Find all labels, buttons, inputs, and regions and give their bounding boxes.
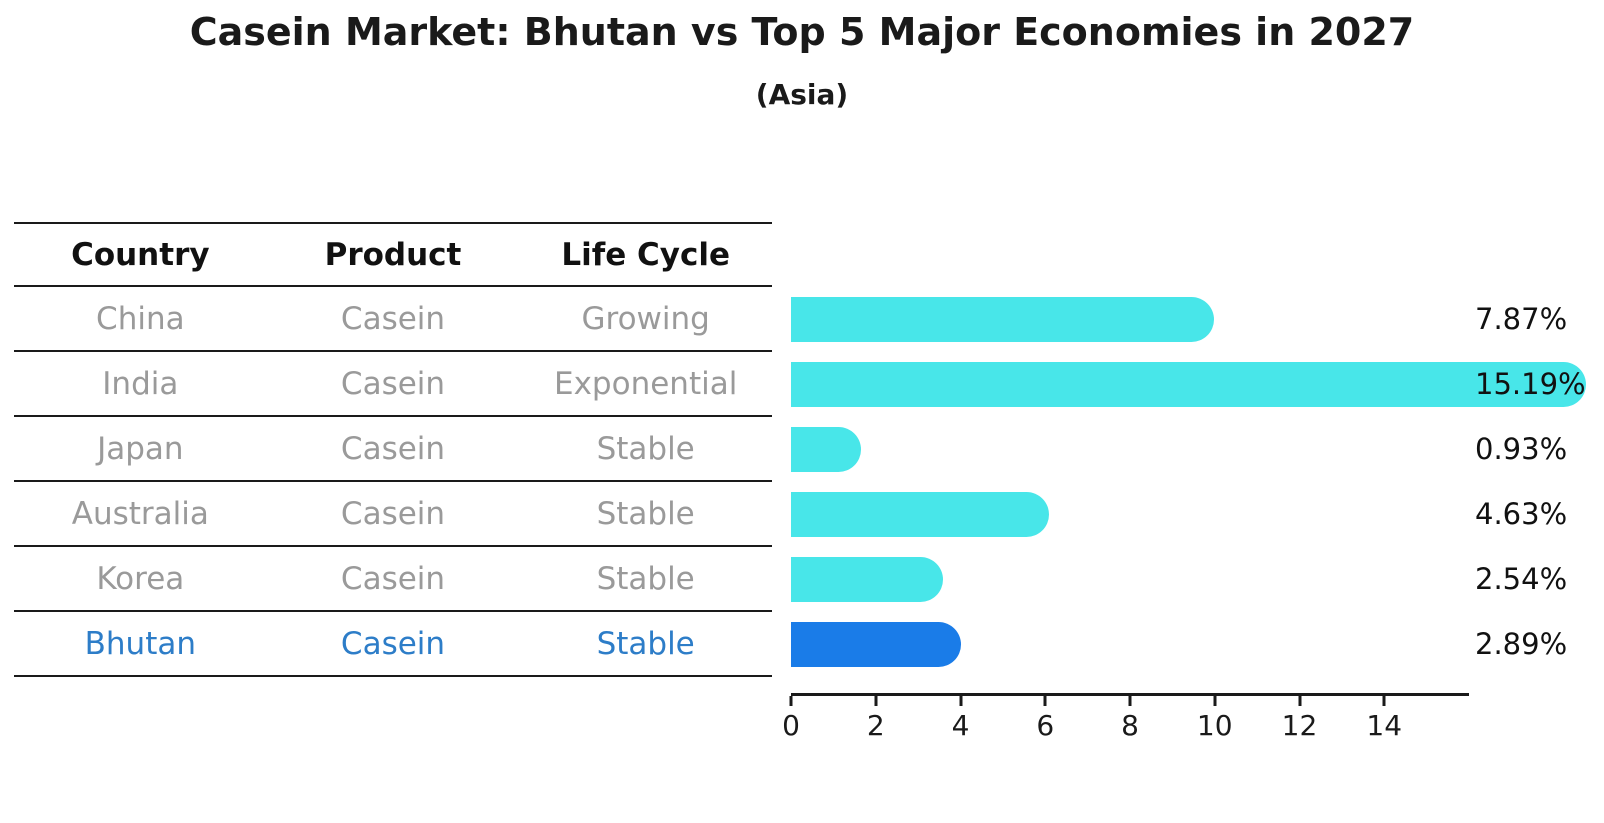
x-tick-4 bbox=[959, 696, 962, 706]
bar-korea bbox=[791, 557, 944, 602]
bar-row-japan: 0.93% bbox=[791, 417, 1604, 482]
cell-country: Bhutan bbox=[84, 625, 197, 662]
x-tick-8 bbox=[1128, 696, 1132, 706]
value-label-australia: 4.63% bbox=[1475, 497, 1568, 531]
value-label-japan: 0.93% bbox=[1475, 432, 1568, 466]
value-label-korea: 2.54% bbox=[1475, 562, 1568, 596]
cell-country: Japan bbox=[97, 430, 184, 467]
table-row-japan: Japan Casein Stable bbox=[14, 417, 772, 482]
table-row-bhutan: Bhutan Casein Stable bbox=[14, 612, 772, 677]
cell-product: Casein bbox=[340, 365, 446, 402]
bar-row-australia: 4.63% bbox=[791, 482, 1604, 547]
chart-title: Casein Market: Bhutan vs Top 5 Major Eco… bbox=[189, 10, 1415, 54]
bar-japan bbox=[791, 427, 862, 472]
x-tick-label-8: 8 bbox=[1121, 709, 1139, 742]
bar-india bbox=[791, 362, 1586, 407]
cell-life-cycle: Exponential bbox=[554, 365, 738, 402]
x-tick-0 bbox=[789, 696, 793, 706]
value-label-bhutan: 2.89% bbox=[1475, 627, 1568, 661]
x-tick-6 bbox=[1043, 696, 1047, 706]
x-tick-12 bbox=[1298, 696, 1301, 706]
cell-product: Casein bbox=[340, 625, 446, 662]
cell-country: Australia bbox=[71, 495, 209, 532]
x-tick-10 bbox=[1213, 696, 1217, 706]
cell-life-cycle: Stable bbox=[596, 430, 695, 467]
column-header-life-cycle: Life Cycle bbox=[561, 236, 730, 273]
cell-product: Casein bbox=[340, 495, 446, 532]
x-tick-label-6: 6 bbox=[1036, 709, 1055, 742]
x-tick-label-14: 14 bbox=[1366, 709, 1403, 742]
bar-australia bbox=[791, 492, 1050, 537]
table-row-australia: Australia Casein Stable bbox=[14, 482, 772, 547]
table-row-india: India Casein Exponential bbox=[14, 352, 772, 417]
bar-row-korea: 2.54% bbox=[791, 547, 1604, 612]
bar-china bbox=[791, 297, 1214, 342]
chart-subtitle: (Asia) bbox=[755, 78, 849, 111]
table-row-korea: Korea Casein Stable bbox=[14, 547, 772, 612]
cell-life-cycle: Stable bbox=[596, 625, 695, 662]
cell-country: China bbox=[96, 300, 185, 337]
column-header-product: Product bbox=[324, 236, 462, 273]
table-header-row: Country Product Life Cycle bbox=[14, 222, 772, 287]
cell-country: Korea bbox=[96, 560, 185, 597]
bar-chart: 7.87% 15.19% 0.93% 4.63% 2.54% 2.89% 0 2 4… bbox=[782, 287, 1604, 746]
x-tick-label-0: 0 bbox=[782, 709, 800, 742]
country-table: Country Product Life Cycle China Casein … bbox=[14, 222, 772, 677]
column-header-country: Country bbox=[71, 236, 210, 273]
x-tick-label-2: 2 bbox=[866, 709, 885, 742]
cell-life-cycle: Stable bbox=[596, 560, 695, 597]
x-axis: 0 2 4 6 8 10 12 14 bbox=[782, 693, 1469, 746]
cell-product: Casein bbox=[340, 560, 446, 597]
cell-product: Casein bbox=[340, 300, 446, 337]
x-tick-label-4: 4 bbox=[951, 709, 970, 742]
bar-row-india: 15.19% bbox=[791, 352, 1604, 417]
table-row-china: China Casein Growing bbox=[14, 287, 772, 352]
bar-bhutan-highlight bbox=[791, 622, 961, 667]
value-label-china: 7.87% bbox=[1475, 302, 1568, 336]
cell-country: India bbox=[102, 365, 179, 402]
bar-row-bhutan: 2.89% bbox=[791, 612, 1604, 677]
x-tick-14 bbox=[1382, 696, 1386, 706]
cell-product: Casein bbox=[340, 430, 446, 467]
x-tick-label-10: 10 bbox=[1196, 709, 1233, 742]
x-tick-2 bbox=[874, 696, 878, 706]
value-label-india: 15.19% bbox=[1475, 367, 1586, 401]
x-tick-label-12: 12 bbox=[1281, 709, 1318, 742]
cell-life-cycle: Stable bbox=[596, 495, 695, 532]
cell-life-cycle: Growing bbox=[581, 300, 710, 337]
bar-row-china: 7.87% bbox=[791, 287, 1604, 352]
